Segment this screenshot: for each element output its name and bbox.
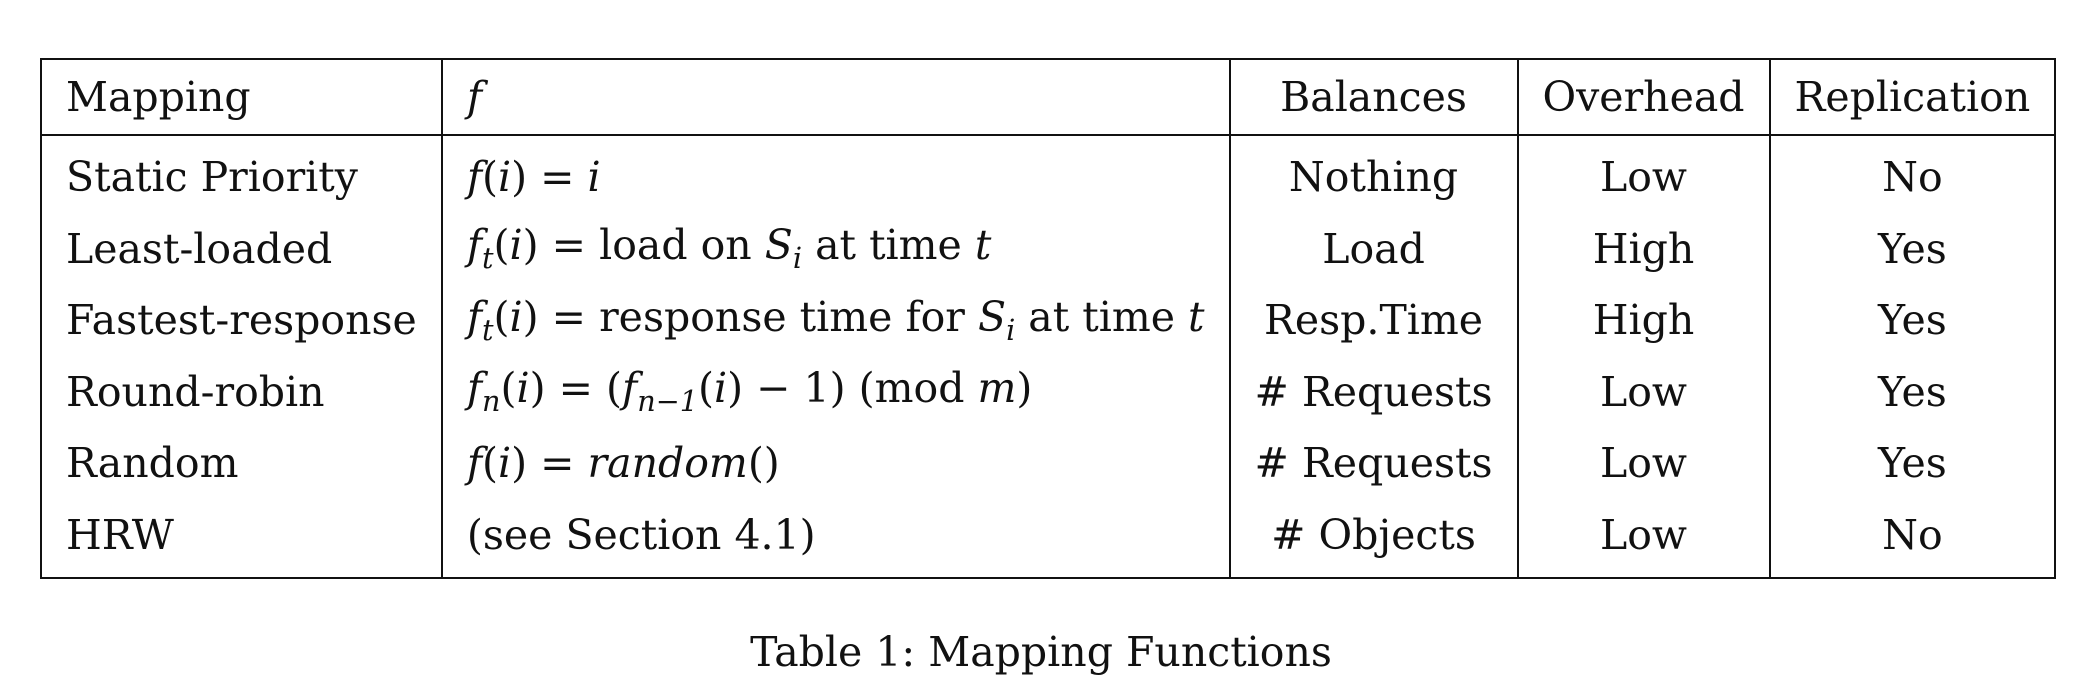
function-cell: ft(i) = response time for Si at time t [441, 285, 1231, 357]
function-cell: f(i) = random() [441, 428, 1231, 500]
table-row: Round-robin fn(i) = (fn−1(i) − 1) (mod m)… [40, 356, 2057, 428]
header-replication: Replication [1769, 58, 2057, 136]
mapping-cell: Round-robin [40, 356, 443, 428]
balances-cell: Load [1229, 213, 1519, 285]
function-cell: (see Section 4.1) [441, 499, 1231, 579]
balances-cell: Resp.Time [1229, 285, 1519, 357]
function-cell: f(i) = i [441, 135, 1231, 214]
balances-cell: # Requests [1229, 428, 1519, 500]
table-caption: Table 1: Mapping Functions [750, 628, 1332, 676]
balances-cell: # Requests [1229, 356, 1519, 428]
table-row: Fastest-response ft(i) = response time fo… [40, 285, 2057, 357]
table-row: HRW (see Section 4.1) # Objects Low No [40, 499, 2057, 579]
table-row: Static Priority f(i) = i Nothing Low No [40, 135, 2057, 214]
overhead-cell: High [1517, 213, 1771, 285]
balances-cell: Nothing [1229, 135, 1519, 214]
replication-cell: Yes [1769, 428, 2057, 500]
overhead-cell: Low [1517, 428, 1771, 500]
replication-cell: No [1769, 135, 2057, 214]
mapping-functions-table: Mapping f Balances Overhead Replication … [40, 58, 2057, 579]
balances-cell: # Objects [1229, 499, 1519, 579]
overhead-cell: Low [1517, 356, 1771, 428]
function-cell: fn(i) = (fn−1(i) − 1) (mod m) [441, 356, 1231, 428]
overhead-cell: Low [1517, 135, 1771, 214]
mapping-table-container: Mapping f Balances Overhead Replication … [40, 58, 2057, 579]
replication-cell: Yes [1769, 356, 2057, 428]
mapping-cell: Random [40, 428, 443, 500]
header-f: f [441, 58, 1231, 136]
replication-cell: Yes [1769, 285, 2057, 357]
mapping-cell: Static Priority [40, 135, 443, 214]
table-header-row: Mapping f Balances Overhead Replication [40, 58, 2057, 136]
table-row: Least-loaded ft(i) = load on Si at time t… [40, 213, 2057, 285]
mapping-cell: HRW [40, 499, 443, 579]
table-body: Static Priority f(i) = i Nothing Low No Least… [40, 135, 2057, 579]
header-balances: Balances [1229, 58, 1519, 136]
replication-cell: No [1769, 499, 2057, 579]
table-row: Random f(i) = random() # Requests Low Yes [40, 428, 2057, 500]
header-overhead: Overhead [1517, 58, 1771, 136]
header-mapping: Mapping [40, 58, 443, 136]
overhead-cell: Low [1517, 499, 1771, 579]
mapping-cell: Least-loaded [40, 213, 443, 285]
mapping-cell: Fastest-response [40, 285, 443, 357]
overhead-cell: High [1517, 285, 1771, 357]
function-cell: ft(i) = load on Si at time t [441, 213, 1231, 285]
replication-cell: Yes [1769, 213, 2057, 285]
